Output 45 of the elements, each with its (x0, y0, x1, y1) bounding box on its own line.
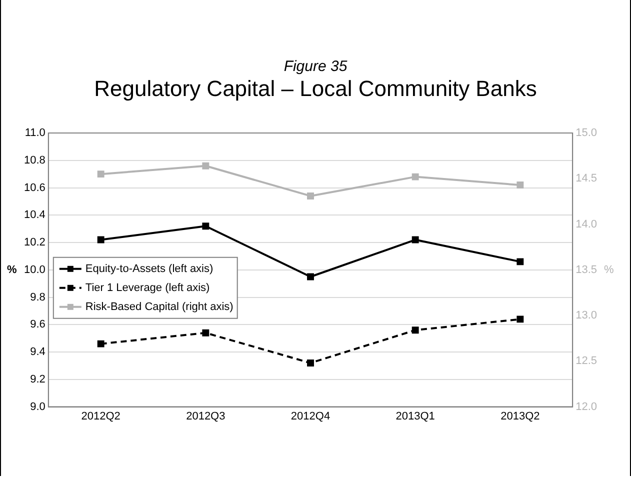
y2-tick-label: 12.5 (576, 355, 598, 368)
legend-label: Equity-to-Assets (left axis) (85, 262, 214, 275)
y2-tick-label: 13.0 (576, 310, 598, 322)
y-tick-label: 9.0 (30, 400, 46, 413)
legend-label: Tier 1 Leverage (left axis) (85, 282, 210, 294)
y2-tick-label: 14.0 (576, 218, 598, 230)
x-tick-label: 2012Q4 (290, 410, 330, 422)
y-tick-label: 9.4 (30, 346, 46, 358)
point (307, 360, 314, 366)
y-tick-label: 9.2 (30, 373, 46, 386)
y-tick-label: 9.8 (30, 291, 46, 304)
point (202, 162, 210, 170)
chart-title: Regulatory Capital – Local Community Banks (93, 76, 538, 102)
y-tick-label: 10.8 (24, 154, 46, 166)
y-tick-label: 10.2 (24, 236, 46, 249)
point (202, 329, 210, 336)
y-tick-label: 10.0 (24, 264, 46, 276)
y2-tick-label: 15.0 (576, 127, 598, 140)
point (97, 170, 104, 178)
point (307, 192, 314, 200)
y2-tick-label: 13.5 (576, 264, 598, 276)
point (516, 316, 524, 323)
point (516, 258, 524, 266)
point (412, 236, 419, 244)
point (412, 326, 419, 334)
y-tick-label: 10.6 (24, 182, 46, 194)
point (307, 273, 314, 280)
y-tick-label: 11.0 (24, 127, 46, 140)
y-tick-label: 10.4 (24, 209, 46, 222)
y2-tick-label: 14.5 (576, 172, 598, 185)
legend-label: Risk-Based Capital (right axis) (85, 300, 234, 313)
point (412, 173, 419, 180)
x-tick-label: 2013Q2 (500, 410, 540, 422)
y-axis-title: % (7, 264, 17, 276)
point (97, 340, 104, 348)
point (516, 182, 524, 188)
y2-axis-title: % (604, 264, 614, 276)
chart-subtitle: Figure 35 (282, 58, 348, 75)
x-tick-label: 2013Q1 (396, 410, 435, 422)
x-tick-label: 2012Q3 (186, 410, 226, 422)
y2-tick-label: 12.0 (576, 400, 598, 413)
point (202, 222, 210, 230)
y-tick-label: 9.6 (30, 318, 46, 331)
point (97, 236, 104, 244)
x-tick-label: 2012Q2 (81, 410, 120, 422)
